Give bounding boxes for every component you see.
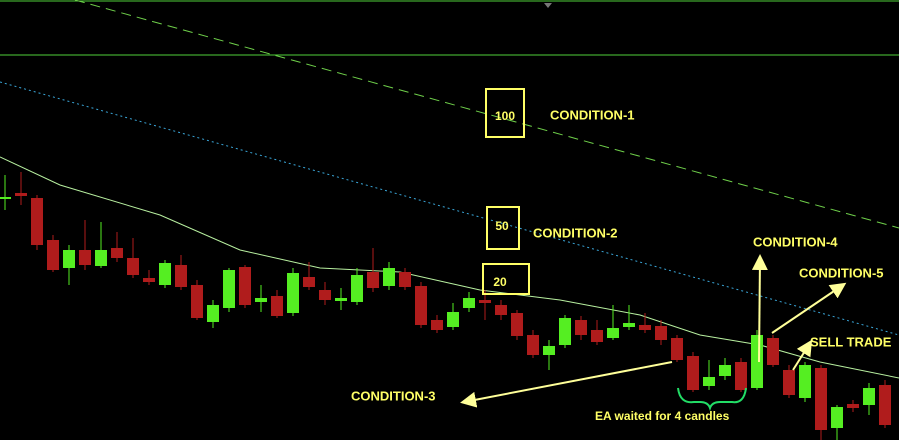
annotation: CONDITION-5	[799, 265, 884, 280]
box-label: 100	[495, 109, 515, 123]
candle-body	[111, 248, 123, 258]
candle-body	[159, 263, 171, 285]
candle-body	[847, 404, 859, 408]
candle-body	[767, 338, 779, 365]
candle-body	[879, 385, 891, 425]
candle-body	[479, 300, 491, 303]
candle-body	[303, 277, 315, 287]
candle-body	[127, 258, 139, 275]
box	[486, 206, 520, 250]
candle-body	[31, 198, 43, 245]
candle-body	[431, 320, 443, 330]
candle-body	[527, 335, 539, 355]
candle-body	[735, 362, 747, 390]
candle-body	[639, 325, 651, 330]
marker-triangle	[544, 3, 552, 8]
candle-body	[175, 265, 187, 287]
candle-body	[463, 298, 475, 308]
candle-body	[831, 407, 843, 428]
box	[485, 88, 525, 138]
candle-body	[543, 346, 555, 355]
candle-body	[191, 285, 203, 318]
annotation: CONDITION-4	[753, 234, 838, 249]
annotation: CONDITION-3	[351, 388, 436, 403]
candle-body	[271, 296, 283, 316]
arrow	[751, 254, 768, 363]
candle-body	[143, 278, 155, 282]
candle-body	[399, 272, 411, 287]
candle-body	[95, 250, 107, 266]
candle-body	[319, 290, 331, 300]
candle-body	[335, 298, 347, 301]
annotation: SELL TRADE	[810, 334, 892, 349]
candle-body	[383, 268, 395, 286]
candle-body	[607, 328, 619, 338]
arrow	[792, 339, 813, 371]
candle-body	[815, 368, 827, 430]
box-label: 20	[493, 275, 507, 289]
candle-body	[591, 330, 603, 342]
candle-body	[79, 250, 91, 265]
candle-body	[351, 275, 363, 302]
box	[482, 263, 530, 295]
candle-body	[703, 377, 715, 386]
moving-average	[0, 81, 899, 336]
candle-body	[15, 193, 27, 196]
candle-body	[575, 320, 587, 335]
candle-body	[863, 388, 875, 405]
candle-body	[287, 273, 299, 313]
annotation: EA waited for 4 candles	[595, 409, 730, 423]
annotation: CONDITION-2	[533, 225, 618, 240]
candle-body	[207, 305, 219, 322]
candle-body	[783, 370, 795, 395]
candle-body	[495, 305, 507, 315]
candle-body	[239, 267, 251, 305]
candle-body	[447, 312, 459, 327]
brace	[677, 387, 747, 412]
box-label: 50	[495, 219, 509, 233]
moving-average	[74, 0, 899, 229]
candle-body	[255, 298, 267, 302]
candle-body	[47, 240, 59, 270]
candle-body	[511, 313, 523, 336]
candle-body	[415, 286, 427, 325]
annotations: 100 50 20 CONDITION-1 CONDITION-2 CONDIT…	[351, 88, 892, 423]
candle-body	[719, 365, 731, 376]
candle-body	[623, 323, 635, 327]
candle-body	[687, 356, 699, 390]
candle-body	[671, 338, 683, 360]
candle-body	[751, 335, 763, 388]
annotation: CONDITION-1	[550, 107, 635, 122]
candle-body	[799, 365, 811, 398]
arrow	[460, 361, 673, 408]
candle-body	[0, 197, 11, 199]
candle-body	[367, 272, 379, 288]
arrow	[771, 282, 847, 334]
candle-body	[63, 250, 75, 268]
candle-body	[559, 318, 571, 345]
candle-body	[655, 326, 667, 340]
candle-body	[223, 270, 235, 308]
